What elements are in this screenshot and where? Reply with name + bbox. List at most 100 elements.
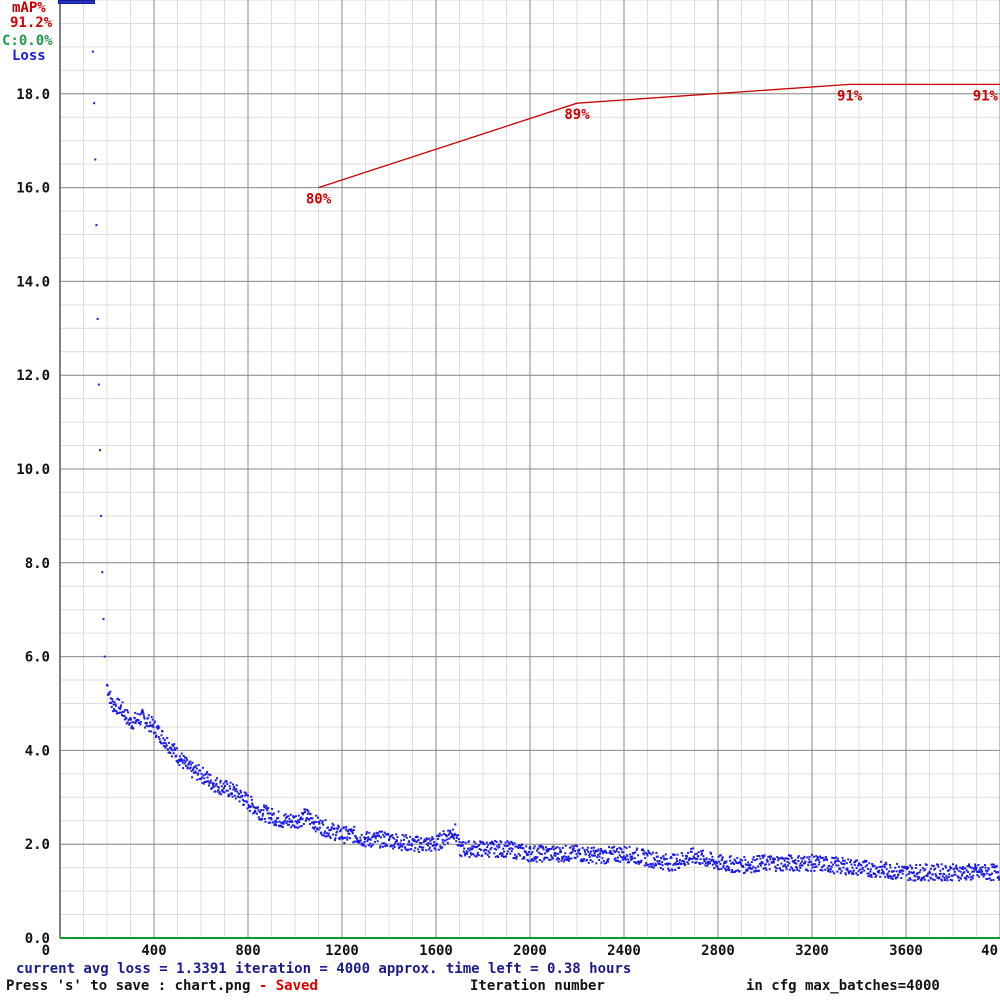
loss-point	[832, 864, 834, 866]
loss-point	[719, 863, 721, 865]
loss-point	[736, 857, 738, 859]
loss-point	[317, 817, 319, 819]
loss-point	[964, 867, 966, 869]
loss-point	[430, 843, 432, 845]
loss-point	[315, 815, 317, 817]
loss-point	[759, 858, 761, 860]
loss-point	[331, 827, 333, 829]
loss-point	[95, 224, 97, 226]
loss-point	[438, 835, 440, 837]
loss-point	[686, 857, 688, 859]
loss-point	[835, 864, 837, 866]
loss-point	[120, 704, 122, 706]
y-tick-label: 4.0	[25, 743, 50, 759]
loss-point	[991, 873, 993, 875]
loss-point	[878, 872, 880, 874]
loss-point	[109, 691, 111, 693]
max-batches-label: in cfg max_batches=4000	[746, 978, 940, 994]
loss-point	[828, 865, 830, 867]
loss-point	[659, 863, 661, 865]
loss-point	[527, 854, 529, 856]
loss-point	[841, 870, 843, 872]
loss-point	[327, 826, 329, 828]
loss-point	[989, 877, 991, 879]
loss-point	[486, 846, 488, 848]
loss-point	[226, 783, 228, 785]
legend-loss-label: Loss	[12, 49, 46, 64]
loss-point	[837, 865, 839, 867]
loss-point	[324, 830, 326, 832]
loss-point	[532, 860, 534, 862]
loss-point	[807, 870, 809, 872]
loss-point	[984, 874, 986, 876]
loss-point	[414, 847, 416, 849]
loss-point	[207, 777, 209, 779]
loss-point	[161, 734, 163, 736]
loss-point	[427, 838, 429, 840]
loss-point	[447, 830, 449, 832]
loss-point	[295, 815, 297, 817]
loss-point	[622, 859, 624, 861]
loss-point	[606, 852, 608, 854]
loss-point	[455, 840, 457, 842]
loss-point	[297, 819, 299, 821]
loss-point	[500, 841, 502, 843]
loss-point	[236, 784, 238, 786]
loss-point	[262, 813, 264, 815]
loss-point	[418, 851, 420, 853]
loss-point	[247, 795, 249, 797]
loss-point	[92, 51, 94, 53]
loss-point	[307, 810, 309, 812]
loss-point	[669, 869, 671, 871]
loss-point	[228, 795, 230, 797]
loss-point	[395, 833, 397, 835]
loss-point	[251, 799, 253, 801]
loss-point	[806, 856, 808, 858]
loss-point	[636, 848, 638, 850]
loss-point	[836, 871, 838, 873]
loss-point	[314, 821, 316, 823]
loss-point	[831, 866, 833, 868]
loss-point	[896, 863, 898, 865]
loss-point	[320, 832, 322, 834]
loss-point	[758, 855, 760, 857]
loss-point	[545, 846, 547, 848]
loss-point	[223, 783, 225, 785]
loss-point	[262, 815, 264, 817]
loss-point	[403, 843, 405, 845]
loss-point	[709, 858, 711, 860]
legend: mAP% 91.2% C:0.0% Loss	[0, 0, 63, 62]
loss-point	[114, 701, 116, 703]
loss-point	[365, 833, 367, 835]
loss-point	[706, 865, 708, 867]
loss-point	[276, 821, 278, 823]
loss-point	[840, 872, 842, 874]
loss-point	[468, 840, 470, 842]
loss-point	[185, 765, 187, 767]
loss-point	[583, 858, 585, 860]
loss-point	[380, 845, 382, 847]
loss-point	[386, 845, 388, 847]
loss-point	[757, 855, 759, 857]
loss-point	[319, 820, 321, 822]
loss-point	[572, 849, 574, 851]
loss-point	[724, 868, 726, 870]
loss-point	[346, 839, 348, 841]
loss-point	[733, 863, 735, 865]
loss-point	[277, 817, 279, 819]
loss-point	[367, 839, 369, 841]
loss-point	[907, 879, 909, 881]
loss-point	[588, 862, 590, 864]
loss-point	[867, 868, 869, 870]
loss-point	[795, 859, 797, 861]
loss-point	[235, 798, 237, 800]
loss-point	[607, 860, 609, 862]
loss-point	[656, 860, 658, 862]
loss-point	[498, 844, 500, 846]
loss-point	[152, 719, 154, 721]
loss-point	[814, 866, 816, 868]
loss-point	[791, 857, 793, 859]
loss-point	[758, 870, 760, 872]
loss-point	[705, 862, 707, 864]
